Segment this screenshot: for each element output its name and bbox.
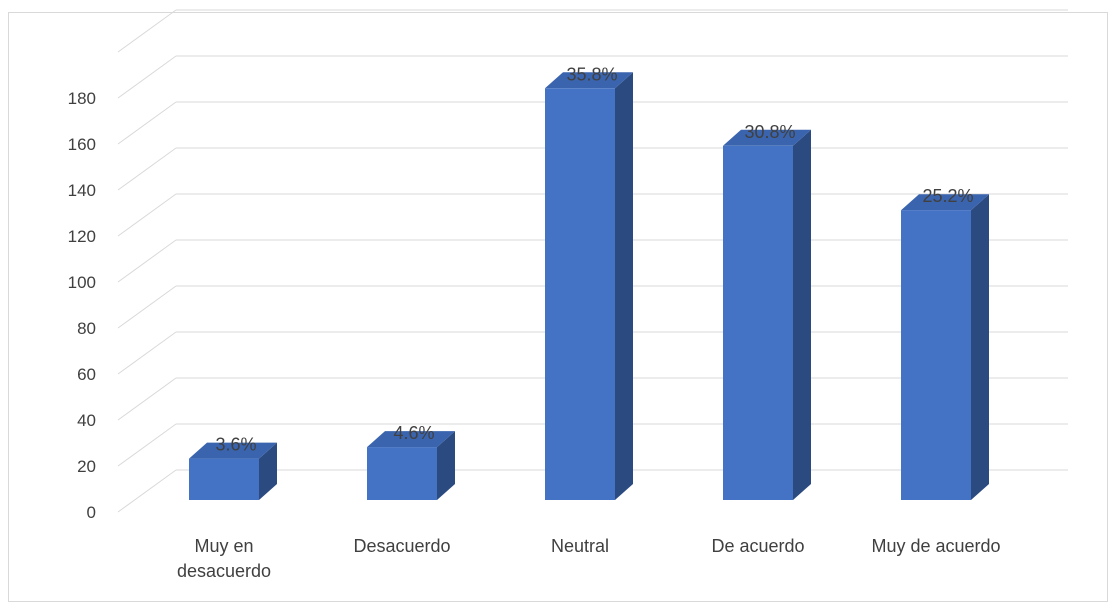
bar-top [545,72,633,89]
x-category-label: Neutral [551,536,609,556]
bar [723,129,811,501]
bar-front [367,447,437,500]
bar-top [723,129,811,146]
gridline-diagonal [117,239,177,283]
bar-top [367,431,455,448]
gridline-diagonal [117,469,177,513]
data-labels: 3.6% 4.6% 35.8% 30.8% 25.2% [215,64,973,454]
bar-top [901,194,989,211]
x-category-label: De acuerdo [711,536,804,556]
bar-side [971,194,989,500]
gridline-diagonal [117,331,177,375]
bar-side [615,72,633,501]
y-tick-label: 0 [87,503,96,522]
bar-side [259,442,277,500]
gridline-diagonal [117,193,177,237]
bar [367,431,455,500]
gridline-diagonal [117,423,177,467]
y-tick-label: 60 [77,365,96,384]
data-label: 4.6% [393,423,434,443]
y-tick-label: 120 [68,227,96,246]
data-label: 25.2% [922,186,973,206]
bar [545,72,633,501]
y-tick-label: 160 [68,135,96,154]
x-category-label: desacuerdo [177,561,271,581]
bar-front [901,210,971,500]
y-tick-label: 100 [68,273,96,292]
y-tick-label: 180 [68,89,96,108]
bar [901,194,989,500]
y-tick-label: 140 [68,181,96,200]
y-tick-label: 80 [77,319,96,338]
gridline-diagonal [117,101,177,145]
y-axis-ticks: 0 20 40 60 80 100 120 140 160 180 [68,89,96,522]
bar-side [437,431,455,500]
bar [189,442,277,500]
bar-side [793,129,811,501]
data-label: 3.6% [215,435,256,455]
bar-top [189,442,277,459]
bar-front [189,458,259,500]
gridline-diagonal [117,285,177,329]
bar-front [723,145,793,501]
y-tick-label: 40 [77,411,96,430]
data-label: 35.8% [566,64,617,84]
gridline-diagonal [117,9,177,53]
bar-front [545,88,615,501]
data-label: 30.8% [744,122,795,142]
y-tick-label: 20 [77,457,96,476]
gridline-diagonal [117,55,177,99]
gridline-diagonal [117,147,177,191]
x-category-label: Desacuerdo [353,536,450,556]
x-category-label: Muy de acuerdo [871,536,1000,556]
x-axis-categories: Muy en desacuerdo Desacuerdo Neutral De acue… [177,536,1001,581]
x-category-label: Muy en [194,536,253,556]
gridline-diagonal [117,377,177,421]
bars [189,72,989,501]
